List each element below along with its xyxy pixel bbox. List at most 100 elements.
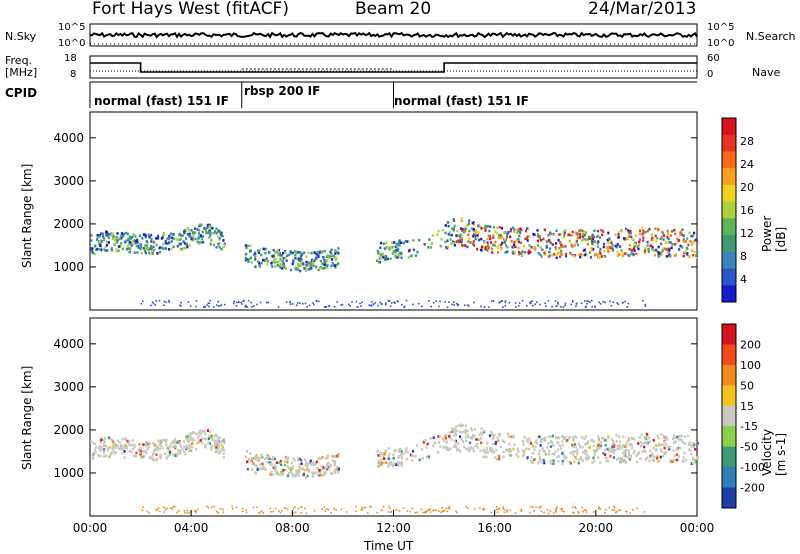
scatter-cell xyxy=(379,256,382,260)
scatter-cell xyxy=(612,440,615,443)
ground-scatter-cell xyxy=(366,512,369,514)
scatter-cell xyxy=(297,468,300,472)
ground-scatter-cell xyxy=(308,304,311,307)
scatter-cell xyxy=(630,248,634,252)
scatter-cell xyxy=(693,445,696,449)
scatter-cell xyxy=(211,226,214,230)
ground-scatter-cell xyxy=(241,507,244,510)
ground-scatter-cell xyxy=(593,511,595,513)
scatter-cell xyxy=(277,253,280,257)
scatter-cell xyxy=(510,449,513,453)
scatter-cell xyxy=(184,246,187,250)
scatter-cell xyxy=(91,455,95,458)
scatter-cell xyxy=(501,439,504,443)
ground-scatter-cell xyxy=(374,302,377,304)
scatter-cell xyxy=(172,453,175,457)
scatter-cell xyxy=(319,470,322,474)
ground-scatter-cell xyxy=(370,305,373,307)
scatter-cell xyxy=(378,461,381,464)
scatter-cell xyxy=(591,461,594,465)
scatter-cell xyxy=(188,443,191,447)
scatter-cell xyxy=(660,433,663,436)
ground-scatter-cell xyxy=(281,509,283,512)
scatter-cell xyxy=(165,443,168,447)
scatter-cell xyxy=(491,449,494,453)
scatter-cell xyxy=(460,431,463,434)
scatter-cell xyxy=(110,438,113,442)
ground-scatter-cell xyxy=(402,507,405,509)
scatter-cell xyxy=(143,450,146,454)
scatter-cell xyxy=(558,233,561,236)
ground-scatter-cell xyxy=(540,510,543,513)
scatter-cell xyxy=(284,251,287,254)
scatter-cell xyxy=(214,450,218,454)
scatter-cell xyxy=(638,240,641,244)
scatter-cell xyxy=(630,446,633,450)
scatter-cell xyxy=(667,237,670,241)
scatter-cell xyxy=(492,435,495,439)
scatter-cell xyxy=(429,246,433,249)
scatter-cell xyxy=(255,453,258,457)
ground-scatter-cell xyxy=(155,509,157,511)
scatter-cell xyxy=(148,442,152,446)
ground-scatter-cell xyxy=(380,302,383,305)
scatter-cell xyxy=(521,449,525,452)
scatter-cell xyxy=(153,248,156,252)
scatter-cell xyxy=(493,244,496,247)
scatter-cell xyxy=(323,261,326,264)
scatter-cell xyxy=(139,449,142,453)
scatter-cell xyxy=(445,446,448,450)
scatter-cell xyxy=(246,467,249,471)
ground-scatter-cell xyxy=(546,509,549,511)
scatter-cell xyxy=(187,228,191,232)
scatter-cell xyxy=(662,434,666,438)
ground-scatter-cell xyxy=(599,303,602,305)
scatter-cell xyxy=(597,444,600,447)
scatter-cell xyxy=(496,458,499,461)
scatter-cell xyxy=(519,231,522,235)
scatter-cell xyxy=(183,242,187,245)
scatter-cell xyxy=(468,237,471,241)
scatter-cell xyxy=(100,447,103,450)
scatter-cell xyxy=(133,234,136,238)
scatter-cell xyxy=(638,238,642,241)
scatter-cell xyxy=(689,239,692,243)
nsky-trace xyxy=(89,31,698,39)
scatter-cell xyxy=(316,467,320,470)
scatter-cell xyxy=(144,234,147,237)
scatter-cell xyxy=(189,435,192,439)
scatter-cell xyxy=(603,249,606,253)
scatter-cell xyxy=(90,239,93,242)
scatter-cell xyxy=(321,467,324,471)
ytick-label: 1000 xyxy=(53,466,84,480)
ground-scatter-cell xyxy=(364,506,367,509)
scatter-cell xyxy=(476,446,480,449)
scatter-cell xyxy=(537,252,540,255)
scatter-cell xyxy=(654,448,658,452)
scatter-cell xyxy=(92,442,95,445)
scatter-cell xyxy=(532,232,535,236)
scatter-cell xyxy=(581,235,584,239)
scatter-cell xyxy=(299,257,303,261)
scatter-cell xyxy=(377,251,380,254)
ground-scatter-cell xyxy=(574,507,577,509)
scatter-cell xyxy=(668,240,671,244)
scatter-cell xyxy=(623,454,626,458)
scatter-cell xyxy=(128,440,131,443)
scatter-cell xyxy=(332,455,335,459)
scatter-cell xyxy=(597,438,600,441)
ground-scatter-cell xyxy=(380,303,383,306)
scatter-cell xyxy=(99,438,102,442)
ground-scatter-cell xyxy=(424,511,427,514)
ground-scatter-cell xyxy=(539,303,541,306)
scatter-cell xyxy=(398,461,401,465)
scatter-cell xyxy=(427,455,431,459)
ground-scatter-cell xyxy=(213,306,215,308)
ground-scatter-cell xyxy=(324,510,326,512)
scatter-cell xyxy=(177,233,181,237)
ground-scatter-cell xyxy=(609,300,611,303)
scatter-cell xyxy=(561,462,564,466)
ground-scatter-cell xyxy=(315,299,318,302)
scatter-cell xyxy=(94,248,98,252)
scatter-cell xyxy=(663,440,666,444)
